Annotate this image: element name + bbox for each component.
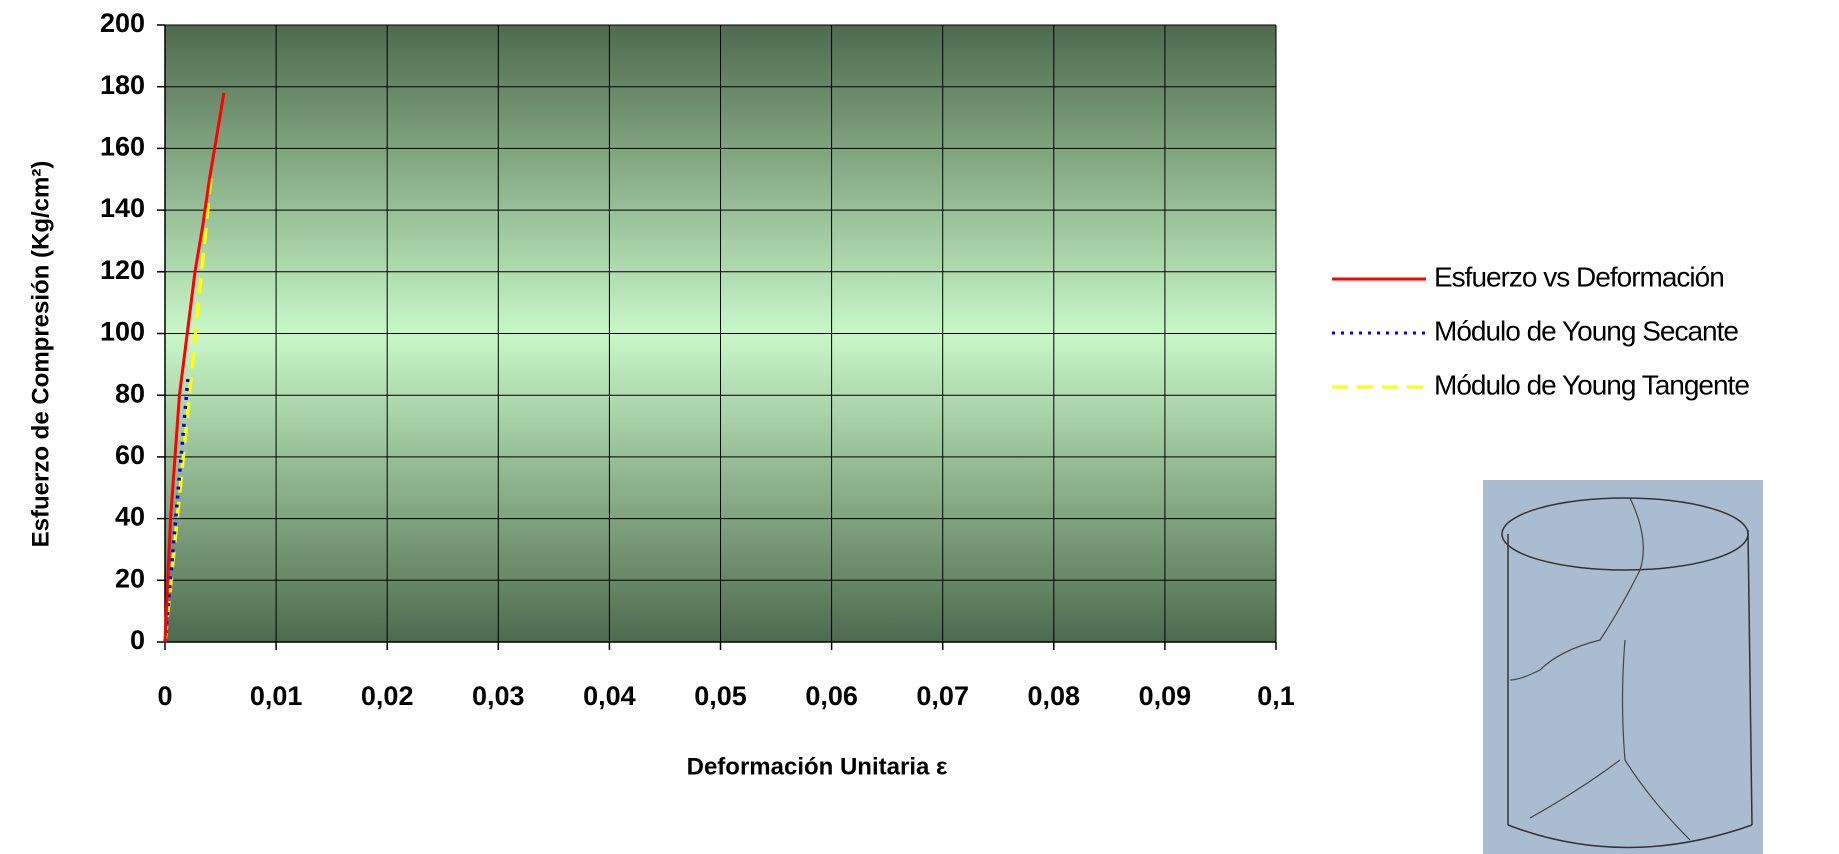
x-tick-label: 0,1 xyxy=(1257,681,1295,711)
legend-label: Módulo de Young Tangente xyxy=(1434,369,1749,400)
y-tick-label: 60 xyxy=(115,440,145,470)
x-tick-label: 0,06 xyxy=(805,681,858,711)
x-tick-label: 0,07 xyxy=(916,681,969,711)
y-axis-label: Esfuerzo de Compresión (Kg/cm²) xyxy=(27,161,54,548)
x-tick-label: 0,02 xyxy=(361,681,414,711)
series-line xyxy=(163,169,214,643)
specimen-photo xyxy=(1483,480,1763,854)
series-line xyxy=(163,92,226,643)
x-tick-label: 0,04 xyxy=(583,681,636,711)
y-tick-label: 120 xyxy=(100,255,145,285)
x-axis-label: Deformación Unitaria ε xyxy=(687,753,948,780)
y-tick-label: 80 xyxy=(115,378,145,408)
x-tick-label: 0,05 xyxy=(694,681,747,711)
y-tick-label: 180 xyxy=(100,70,145,100)
y-tick-label: 100 xyxy=(100,317,145,347)
x-tick-label: 0,09 xyxy=(1139,681,1192,711)
legend-label: Esfuerzo vs Deformación xyxy=(1434,261,1724,292)
x-tick-label: 0,03 xyxy=(472,681,525,711)
y-tick-label: 200 xyxy=(100,8,145,38)
y-tick-label: 20 xyxy=(115,563,145,593)
y-tick-label: 40 xyxy=(115,502,145,532)
x-tick-label: 0,01 xyxy=(250,681,303,711)
y-tick-label: 160 xyxy=(100,132,145,162)
legend-label: Módulo de Young Secante xyxy=(1434,315,1738,346)
y-tick-label: 140 xyxy=(100,193,145,223)
x-tick-label: 0,08 xyxy=(1028,681,1081,711)
x-tick-label: 0 xyxy=(157,681,172,711)
y-tick-label: 0 xyxy=(130,625,145,655)
